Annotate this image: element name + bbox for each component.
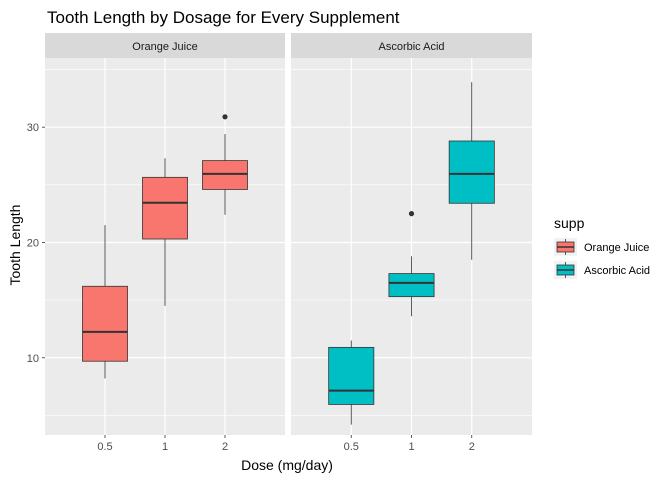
outlier-point — [408, 211, 415, 217]
outlier-point — [222, 114, 228, 120]
y-axis-title: Tooth Length — [7, 205, 23, 286]
box-body — [202, 160, 248, 190]
facet-strip-label: Ascorbic Acid — [378, 41, 444, 53]
y-tick-label: 10 — [27, 353, 39, 365]
facet-panel-0: Orange Juice — [45, 33, 285, 435]
x-tick-label: 1 — [162, 441, 168, 453]
box-body — [448, 140, 495, 204]
box-0.5 — [328, 340, 375, 425]
facet-panels: Orange Juice Ascorbic Acid — [45, 33, 532, 435]
box-1 — [388, 211, 435, 317]
facet-strip — [291, 33, 532, 58]
x-tick-label: 0.5 — [97, 441, 112, 453]
box-0.5 — [82, 225, 128, 379]
legend-label: Ascorbic Acid — [584, 265, 650, 277]
chart-title: Tooth Length by Dosage for Every Supplem… — [47, 8, 400, 27]
legend-item: Ascorbic Acid — [554, 261, 650, 279]
x-axis-title: Dose (mg/day) — [241, 457, 333, 473]
legend-item: Orange Juice — [554, 238, 649, 256]
box-body — [82, 285, 128, 362]
x-axis: 0.5 1 2 0.5 1 2 — [97, 435, 475, 453]
x-tick-label: 2 — [469, 441, 475, 453]
legend-label: Orange Juice — [584, 242, 649, 254]
y-tick-label: 20 — [27, 237, 39, 249]
y-tick-label: 30 — [27, 122, 39, 134]
x-tick-label: 0.5 — [344, 441, 359, 453]
facet-strip — [45, 33, 285, 58]
x-tick-label: 1 — [408, 441, 414, 453]
box-body — [142, 176, 188, 240]
box-2 — [202, 114, 248, 215]
legend-title: supp — [554, 215, 585, 231]
facet-panel-1: Ascorbic Acid — [291, 33, 532, 435]
legend: supp Orange Juice Ascorbic Acid — [554, 215, 650, 279]
facet-strip-label: Orange Juice — [132, 41, 197, 53]
box-body — [328, 346, 375, 405]
box-2 — [448, 82, 495, 260]
y-axis: 10 20 30 — [27, 122, 45, 365]
x-tick-label: 2 — [222, 441, 228, 453]
box-body — [388, 273, 435, 298]
box-1 — [142, 158, 188, 306]
